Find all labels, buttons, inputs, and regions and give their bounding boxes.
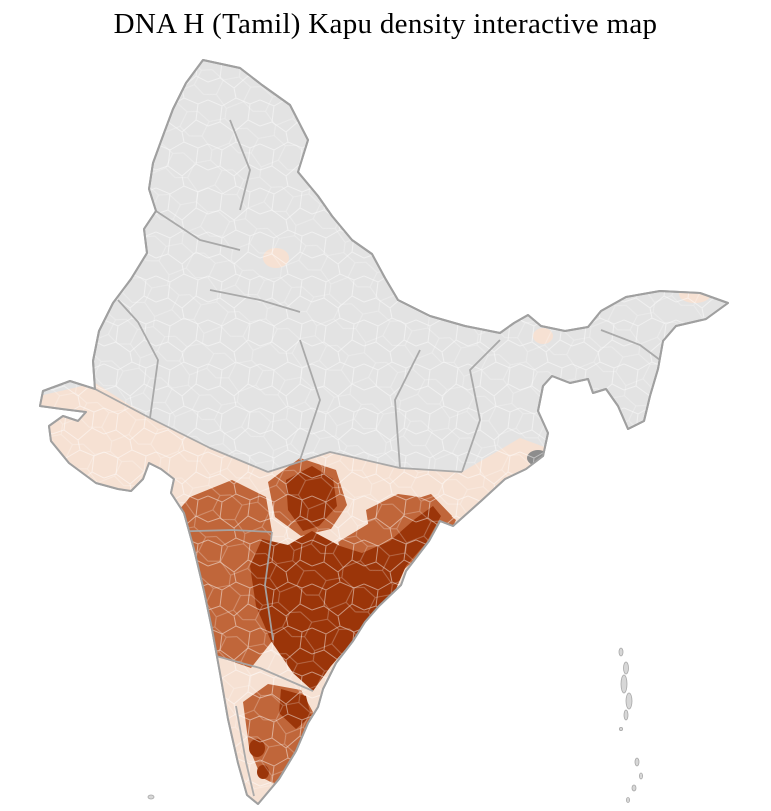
lakshadweep-island[interactable] [147,794,155,800]
state-borders [94,119,661,797]
india-outline [39,59,729,805]
andaman-nicobar-islands[interactable] [618,647,644,803]
page-title: DNA H (Tamil) Kapu density interactive m… [113,8,658,40]
